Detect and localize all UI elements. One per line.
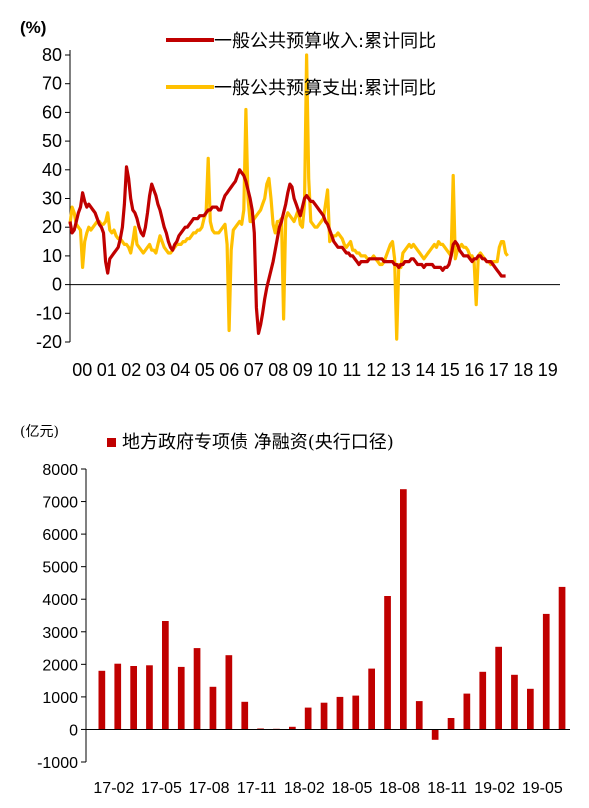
bar — [559, 587, 566, 730]
x-tick-label: 02 — [121, 360, 141, 380]
y-tick-label: 0 — [52, 275, 62, 295]
y-tick-label: 40 — [42, 160, 62, 180]
x-tick-label: 17-11 — [237, 780, 277, 797]
bar — [448, 718, 455, 729]
bar — [543, 614, 550, 730]
y-tick-label: -10 — [36, 303, 62, 323]
x-tick-label: 00 — [72, 360, 92, 380]
x-tick-label: 09 — [293, 360, 313, 380]
x-tick-label: 06 — [219, 360, 239, 380]
y-tick-label: 4000 — [42, 592, 78, 609]
y-tick-label: 10 — [42, 246, 62, 266]
y-tick-label: 80 — [42, 45, 62, 65]
y-tick-label: 7000 — [42, 495, 78, 512]
bar — [305, 708, 312, 730]
bar — [384, 596, 391, 730]
x-tick-label: 11 — [342, 360, 361, 380]
legend-label: 一般公共预算收入:累计同比 — [214, 31, 436, 52]
x-tick-label: 10 — [317, 360, 337, 380]
line-chart: (%) 80 70 60 50 40 30 20 10 0 -10 -20 00 01 02 03 04 05 06… — [20, 18, 560, 380]
bar — [495, 647, 502, 730]
bar — [194, 648, 201, 729]
bar-chart: (亿元) 8000 7000 6000 5000 4000 3000 2000 1000 0 -10… — [20, 424, 570, 797]
y-tick-label: 60 — [42, 102, 62, 122]
bar — [432, 729, 439, 739]
x-tick-label: 16 — [464, 360, 484, 380]
x-tick-label: 17-02 — [93, 780, 134, 797]
x-tick-label: 05 — [195, 360, 215, 380]
bar — [146, 665, 153, 729]
x-tick-label: 18-05 — [331, 780, 372, 797]
bar — [368, 669, 375, 730]
series-line-revenue — [70, 167, 506, 334]
bar — [210, 687, 217, 730]
x-tick-label: 18-02 — [284, 780, 325, 797]
x-tick-label: 19-05 — [522, 780, 563, 797]
y-tick-label: 50 — [42, 131, 62, 151]
x-tick-label: 01 — [97, 360, 117, 380]
y-tick-label: 2000 — [42, 657, 78, 674]
unit-label: (%) — [20, 18, 46, 37]
bar — [226, 655, 233, 729]
x-tick-label: 03 — [146, 360, 166, 380]
bar — [130, 666, 137, 730]
bar — [527, 689, 534, 730]
y-tick-label: 20 — [42, 217, 62, 237]
bar — [241, 702, 248, 730]
bar — [114, 664, 121, 730]
legend-swatch — [107, 438, 116, 447]
y-tick-label: 6000 — [42, 527, 78, 544]
unit-label: (亿元) — [20, 424, 59, 440]
x-tick-label: 14 — [415, 360, 435, 380]
x-tick-label: 12 — [366, 360, 386, 380]
x-tick-label: 19 — [538, 360, 558, 380]
x-tick-label: 08 — [268, 360, 288, 380]
bar — [162, 621, 169, 729]
x-tick-label: 04 — [170, 360, 190, 380]
y-tick-label: 0 — [69, 722, 78, 739]
y-tick-label: -1000 — [37, 755, 78, 772]
bar — [99, 671, 106, 730]
x-tick-label: 15 — [440, 360, 460, 380]
bar — [464, 694, 471, 730]
y-tick-label: 8000 — [42, 462, 78, 479]
y-tick-label: 30 — [42, 189, 62, 209]
bar — [178, 667, 185, 730]
x-tick-label: 17-08 — [189, 780, 230, 797]
x-tick-label: 13 — [391, 360, 411, 380]
bar — [337, 697, 344, 730]
x-tick-label: 17-05 — [141, 780, 182, 797]
y-tick-label: 5000 — [42, 560, 78, 577]
legend-label: 一般公共预算支出:累计同比 — [214, 78, 436, 99]
bar — [400, 489, 407, 729]
x-tick-label: 18-11 — [427, 780, 467, 797]
y-tick-label: 1000 — [42, 690, 78, 707]
x-tick-label: 17 — [489, 360, 509, 380]
x-tick-label: 18-08 — [379, 780, 420, 797]
bar — [479, 672, 486, 730]
bar — [511, 675, 518, 730]
y-tick-label: 3000 — [42, 625, 78, 642]
x-tick-label: 18 — [513, 360, 533, 380]
bar — [416, 701, 423, 729]
legend-label: 地方政府专项债 净融资(央行口径) — [122, 432, 394, 453]
x-tick-label: 07 — [244, 360, 264, 380]
y-tick-label: 70 — [42, 74, 62, 94]
bar — [321, 703, 328, 730]
y-tick-label: -20 — [36, 332, 62, 352]
bar — [352, 696, 359, 730]
x-tick-label: 19-02 — [474, 780, 515, 797]
